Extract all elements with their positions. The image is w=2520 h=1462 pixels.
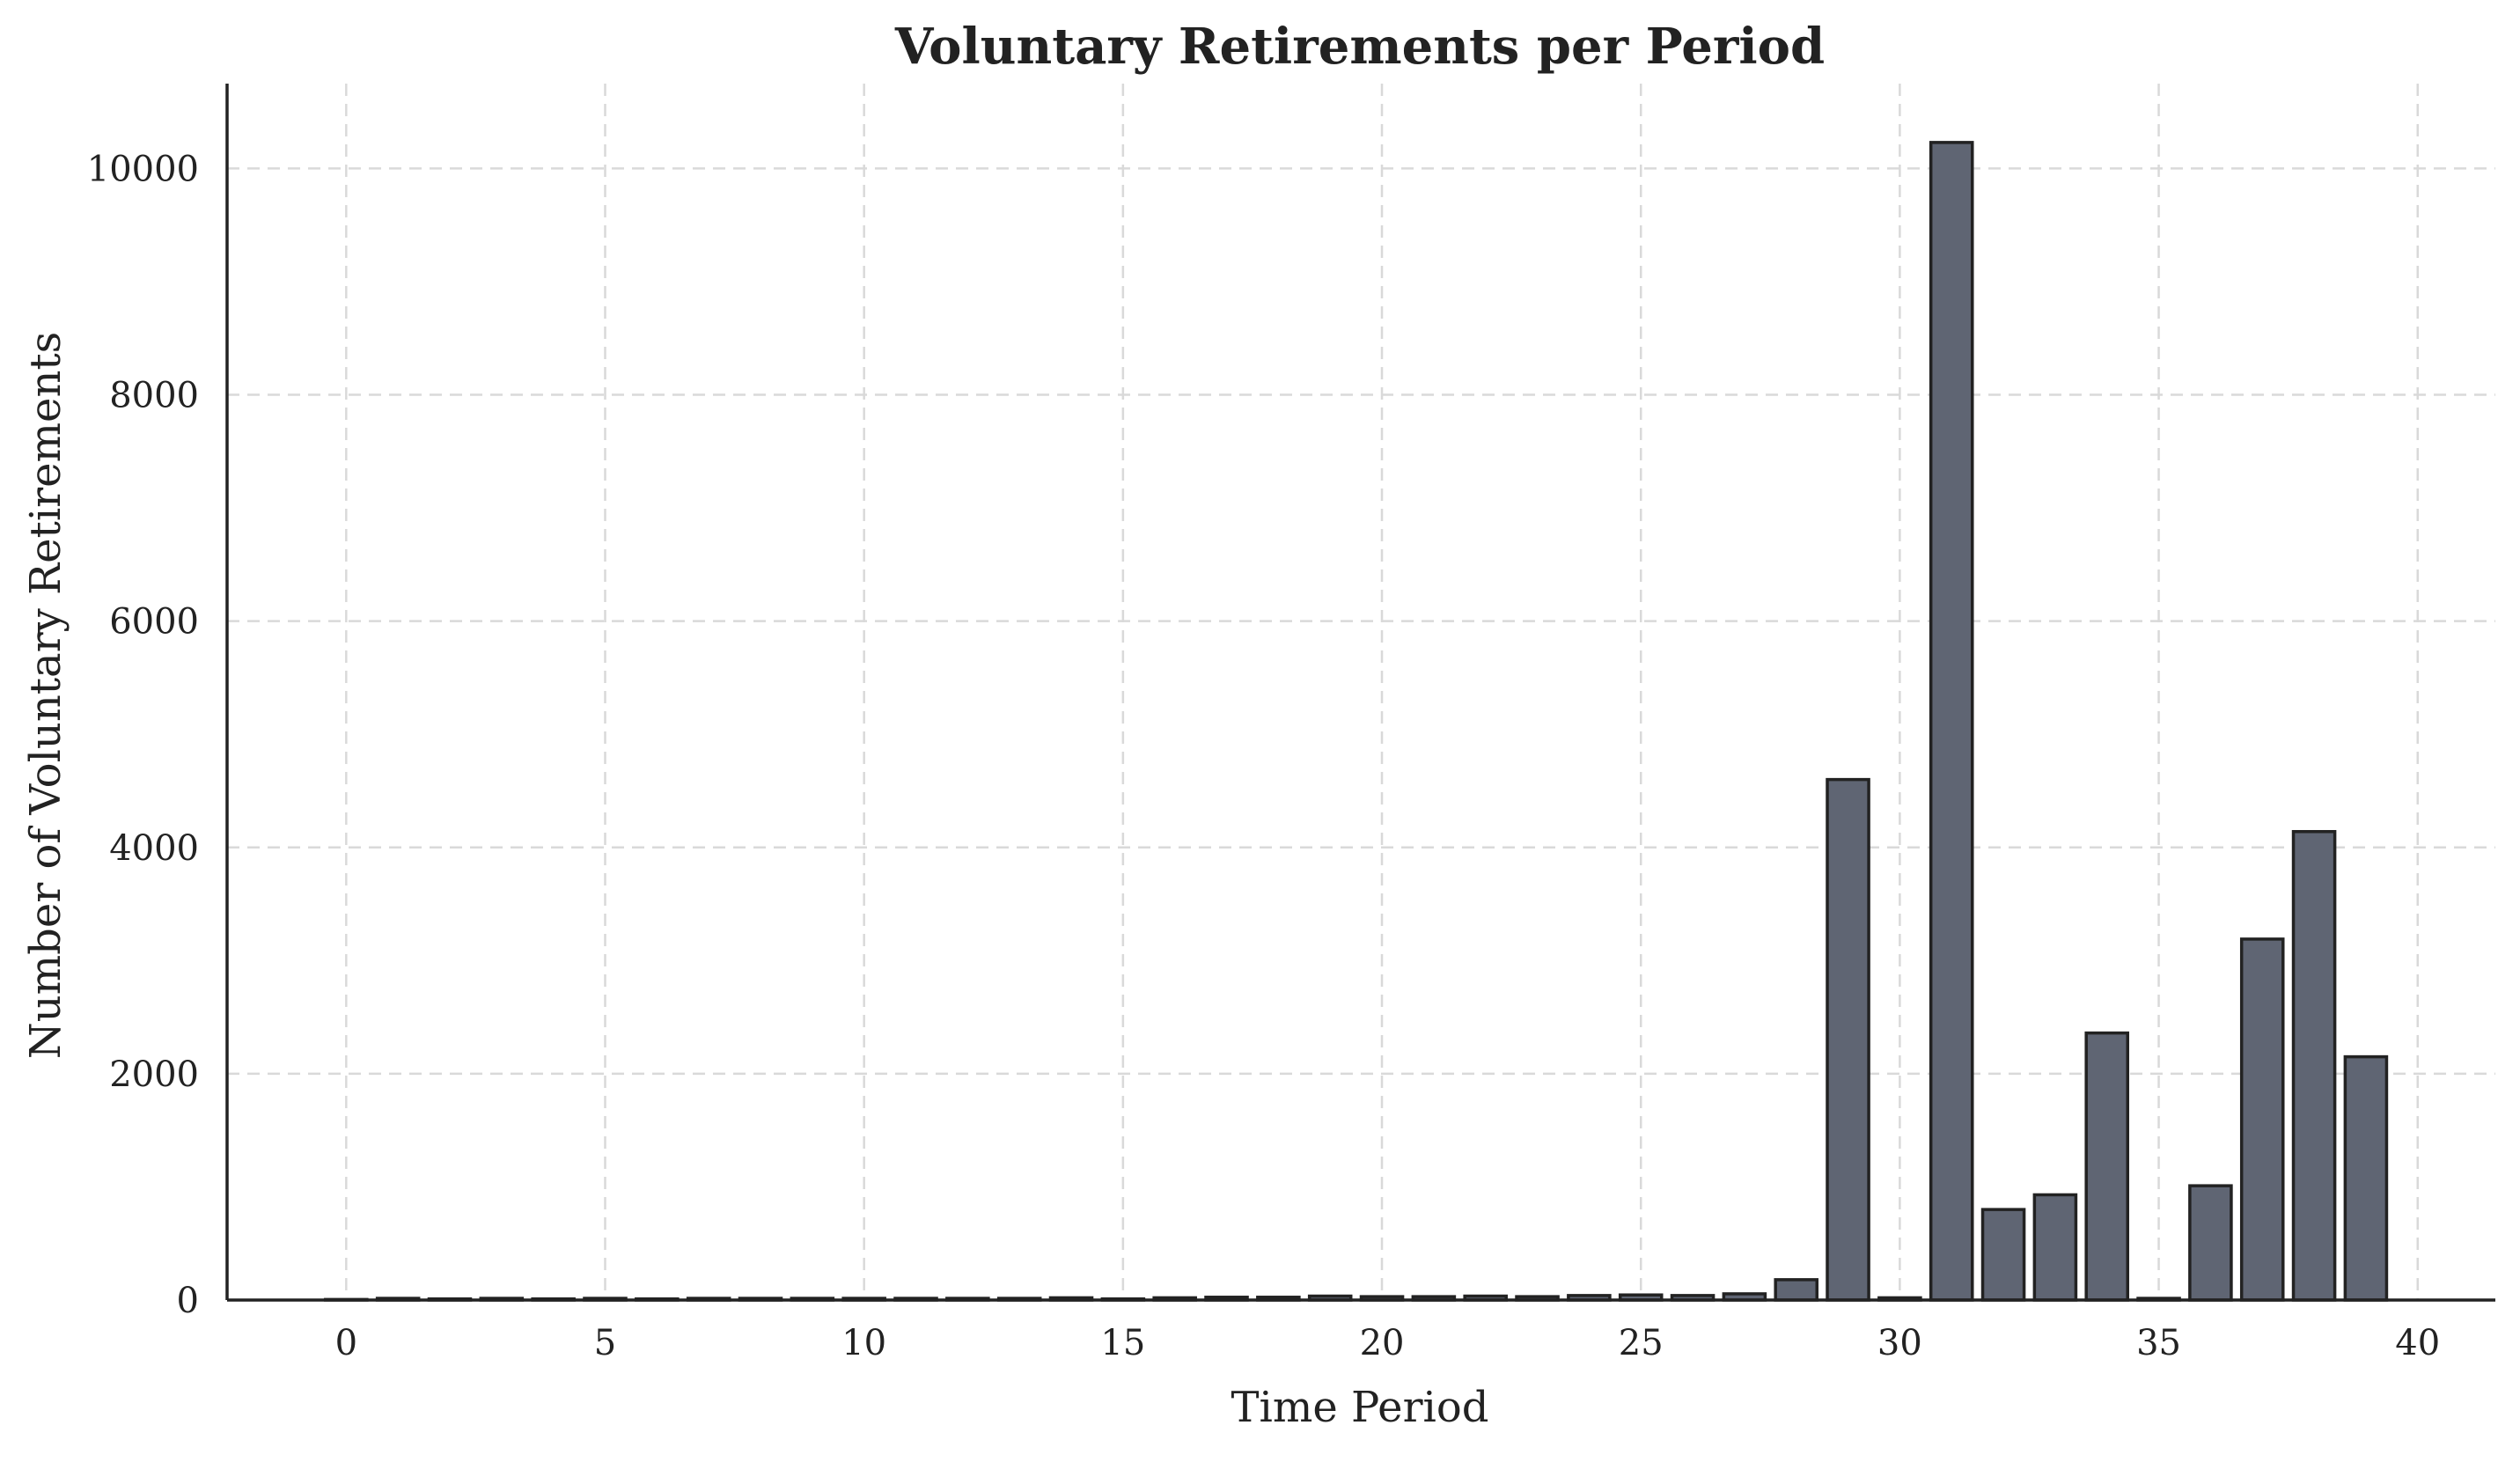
y-axis-label: Number of Voluntary Retirements (21, 332, 70, 1060)
bar (2084, 1031, 2130, 1302)
ticks: 0 5 10 15 20 25 30 35 40 0 2000 4000 6000 8000 10000 (87, 149, 2440, 1363)
axes (225, 84, 2495, 1302)
x-tick-label: 10 (841, 1323, 886, 1363)
x-tick-label: 20 (1360, 1323, 1405, 1363)
x-tick-label: 35 (2136, 1323, 2181, 1363)
bar (2291, 830, 2337, 1302)
y-tick-label: 8000 (109, 376, 199, 416)
x-axis-label: Time Period (1231, 1383, 1488, 1432)
x-tick-label: 25 (1619, 1323, 1664, 1363)
x-tick-label: 0 (335, 1323, 357, 1363)
x-tick-label: 40 (2395, 1323, 2440, 1363)
y-tick-label: 10000 (87, 149, 199, 189)
y-tick-label: 0 (177, 1281, 199, 1321)
bar (2188, 1184, 2233, 1302)
grid (227, 84, 2495, 1302)
chart-title: Voluntary Retirements per Period (894, 18, 1825, 76)
bar (1980, 1208, 2026, 1302)
bar (2032, 1193, 2078, 1302)
y-tick-label: 6000 (109, 602, 199, 643)
bar (2343, 1054, 2389, 1302)
x-tick-label: 5 (594, 1323, 616, 1363)
y-tick-label: 4000 (109, 828, 199, 869)
bar (1929, 141, 1974, 1302)
bar (1826, 777, 1870, 1302)
bars (324, 141, 2389, 1302)
x-tick-label: 30 (1877, 1323, 1922, 1363)
bar (1774, 1278, 1819, 1302)
x-tick-label: 15 (1100, 1323, 1145, 1363)
bar (2239, 937, 2285, 1302)
y-tick-label: 2000 (109, 1054, 199, 1095)
